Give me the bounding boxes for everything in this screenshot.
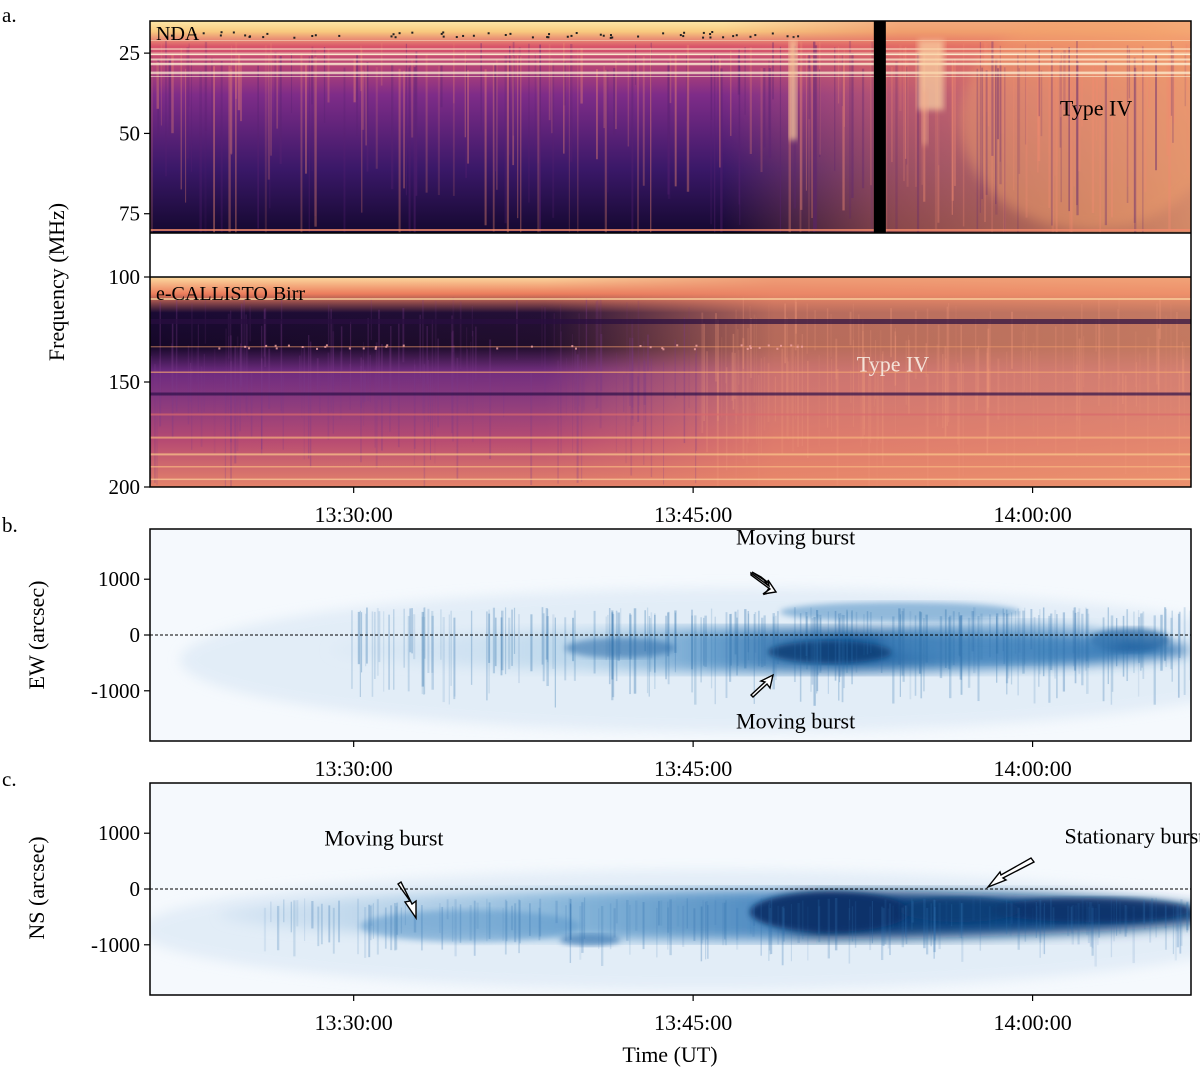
- panel-c-x-axis: 13:30:00 13:45:00 14:00:00: [315, 995, 1072, 1035]
- nda-type-iv-annotation: Type IV: [1060, 95, 1132, 120]
- nda-instrument-label: NDA: [156, 23, 200, 45]
- y-tick-label: 200: [109, 475, 141, 499]
- x-axis-label: Time (UT): [622, 1042, 717, 1067]
- y-tick-label: 100: [109, 265, 141, 289]
- panel-a-x-axis: 13:30:00 13:45:00 14:00:00: [315, 487, 1072, 527]
- x-tick-label: 13:30:00: [315, 756, 393, 781]
- panel-b-y-label: EW (arcsec): [24, 581, 49, 690]
- ns-stationary-burst: Stationary burst: [1064, 823, 1200, 848]
- x-tick-label: 13:45:00: [654, 1010, 732, 1035]
- nda-spectrogram: [150, 21, 1191, 233]
- y-tick-label: 150: [109, 370, 141, 394]
- y-tick-label: 0: [130, 623, 141, 647]
- ns-moving-burst: Moving burst: [324, 825, 443, 850]
- x-tick-label: 13:45:00: [654, 756, 732, 781]
- birr-instrument-label: e-CALLISTO Birr: [156, 283, 305, 305]
- y-tick-label: -1000: [91, 679, 140, 703]
- panel-a-y-label: Frequency (MHz): [44, 203, 69, 361]
- y-tick-label: -1000: [91, 933, 140, 957]
- panel-b-x-axis: 13:30:00 13:45:00 14:00:00: [315, 741, 1072, 781]
- ew-arrow-lower: [749, 673, 775, 698]
- panel-a-frame: [149, 20, 1192, 488]
- ns-stationary-arrow: [985, 857, 1036, 889]
- y-tick-label: 75: [119, 202, 140, 226]
- panel-a-label: a.: [2, 3, 17, 27]
- ew-moving-burst-lower: Moving burst: [736, 709, 855, 734]
- panel-a-y-axis: 25 50 75 100 150 200: [109, 41, 150, 499]
- panel-c-y-label: NS (arcsec): [24, 836, 49, 939]
- panel-b-y-axis: 1000 0 -1000: [91, 567, 150, 703]
- birr-spectrogram: [150, 277, 1191, 487]
- x-tick-label: 13:30:00: [315, 502, 393, 527]
- y-tick-label: 50: [119, 121, 140, 145]
- panel-b-label: b.: [2, 513, 18, 537]
- birr-type-iv-annotation: Type IV: [857, 351, 929, 376]
- ew-arrow-upper: [750, 571, 778, 596]
- panel-c-y-axis: 1000 0 -1000: [91, 821, 150, 957]
- x-tick-label: 14:00:00: [993, 1010, 1071, 1035]
- y-tick-label: 1000: [98, 567, 140, 591]
- ns-moving-arrow: [397, 880, 417, 921]
- x-tick-label: 14:00:00: [993, 502, 1071, 527]
- nda-data-gap: [873, 21, 886, 233]
- y-tick-label: 25: [119, 41, 140, 65]
- y-tick-label: 0: [130, 877, 141, 901]
- y-tick-label: 1000: [98, 821, 140, 845]
- ew-moving-burst-upper: Moving burst: [736, 525, 855, 550]
- x-tick-label: 13:30:00: [315, 1010, 393, 1035]
- panel-c-label: c.: [2, 767, 17, 791]
- x-tick-label: 14:00:00: [993, 756, 1071, 781]
- frequency-gap-box: [150, 233, 1191, 277]
- x-tick-label: 13:45:00: [654, 502, 732, 527]
